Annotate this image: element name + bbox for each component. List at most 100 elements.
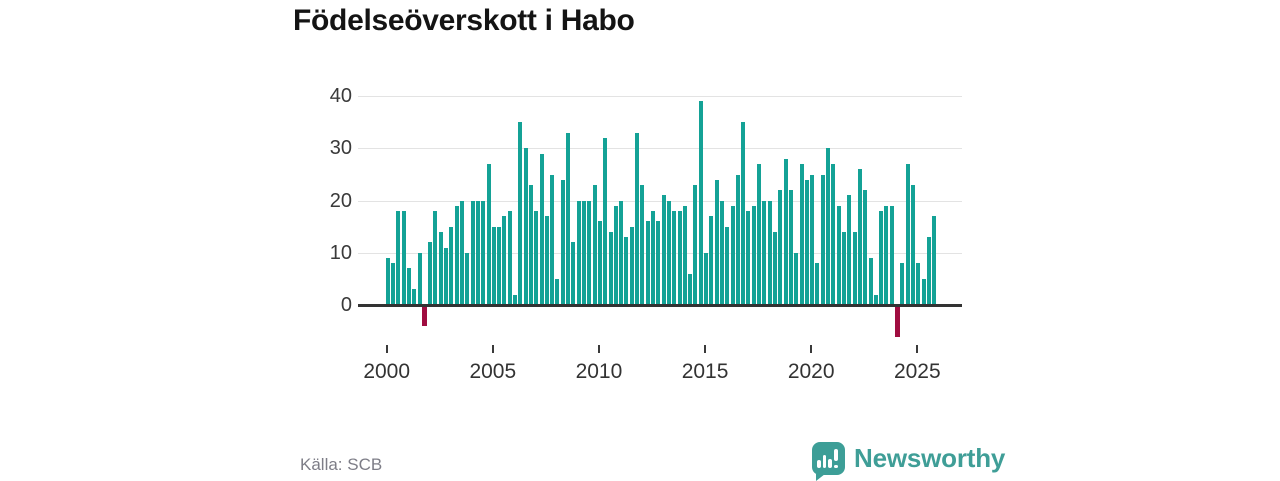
bar: [746, 211, 751, 305]
bar: [507, 211, 512, 305]
bar: [704, 252, 709, 305]
logo-bar-chart-glyph: [817, 449, 840, 468]
y-axis-label: 30: [329, 137, 352, 160]
newsworthy-logo[interactable]: Newsworthy: [812, 442, 1006, 481]
x-tick-2020: [810, 345, 813, 353]
bar: [613, 205, 618, 305]
bar: [629, 226, 634, 305]
gridline-y20: [358, 200, 962, 202]
bar: [475, 200, 480, 305]
bar: [560, 179, 565, 305]
bar: [438, 231, 443, 305]
source-note: Källa: SCB: [300, 455, 383, 474]
bar: [550, 174, 555, 305]
bar: [773, 231, 778, 305]
bar: [799, 164, 804, 305]
bar: [412, 289, 417, 305]
bar: [794, 252, 799, 305]
bar: [465, 252, 470, 305]
bar: [757, 164, 762, 305]
bar: [735, 174, 740, 305]
newsworthy-logo-text: Newsworthy: [854, 443, 1006, 473]
bar: [884, 205, 889, 305]
bar: [725, 226, 730, 305]
bar: [894, 307, 900, 337]
bar: [836, 205, 841, 305]
bar: [857, 169, 862, 305]
x-axis-label: 2010: [575, 360, 623, 383]
bar: [486, 164, 491, 305]
bar: [688, 273, 693, 305]
bar: [587, 200, 592, 305]
bar: [714, 179, 719, 305]
bar: [497, 226, 502, 305]
bar: [910, 184, 915, 305]
bar: [608, 231, 613, 305]
bar: [677, 211, 682, 305]
x-axis-label: 2000: [363, 360, 411, 383]
bar: [767, 200, 772, 305]
bar: [528, 184, 533, 305]
bar: [778, 190, 783, 305]
gridline-y30: [358, 148, 962, 150]
bar: [932, 216, 937, 305]
bar: [619, 200, 624, 305]
x-tick-2015: [704, 345, 707, 353]
y-axis-label: 20: [329, 189, 352, 212]
y-axis-label: 40: [329, 85, 352, 108]
bar: [820, 174, 825, 305]
bar: [491, 226, 496, 305]
bar: [650, 211, 655, 305]
bar: [401, 211, 406, 305]
bar: [868, 258, 873, 305]
bar: [523, 148, 528, 305]
bar: [592, 184, 597, 305]
bar: [879, 211, 884, 305]
bar: [539, 153, 544, 305]
bar: [406, 268, 411, 305]
bar: [513, 294, 518, 305]
bar: [863, 190, 868, 305]
x-axis-label: 2015: [681, 360, 729, 383]
bar: [422, 307, 428, 327]
bar: [635, 132, 640, 305]
bar: [571, 242, 576, 305]
bar: [661, 195, 666, 305]
bar: [810, 174, 815, 305]
bar: [719, 200, 724, 305]
y-axis-label: 10: [329, 241, 352, 264]
bar: [905, 164, 910, 305]
bar: [900, 263, 905, 305]
x-tick-2005: [491, 345, 494, 353]
bar: [640, 184, 645, 305]
bar: [847, 195, 852, 305]
bar: [518, 122, 523, 305]
y-axis-label: 0: [340, 294, 352, 316]
x-axis-label: 2005: [469, 360, 517, 383]
bar: [555, 278, 560, 305]
bar: [449, 226, 454, 305]
bar: [433, 211, 438, 305]
x-tick-2010: [597, 345, 600, 353]
bar: [582, 200, 586, 305]
x-tick-2000: [385, 345, 388, 353]
bar: [709, 216, 714, 305]
newsworthy-logo-icon: [812, 442, 845, 481]
bar: [815, 263, 820, 305]
bar: [841, 231, 846, 305]
x-tick-2025: [916, 345, 919, 353]
bar: [385, 258, 390, 305]
bar: [391, 263, 395, 305]
bar: [916, 263, 921, 305]
bar: [566, 132, 571, 305]
bar: [645, 221, 650, 305]
bar: [396, 211, 401, 305]
bar: [459, 200, 464, 305]
bar: [428, 242, 433, 305]
bar: [672, 211, 677, 305]
bar: [788, 190, 793, 305]
bar: [624, 237, 629, 305]
bar: [783, 158, 788, 305]
chart-title: Födelseöverskott i Habo: [293, 4, 635, 37]
